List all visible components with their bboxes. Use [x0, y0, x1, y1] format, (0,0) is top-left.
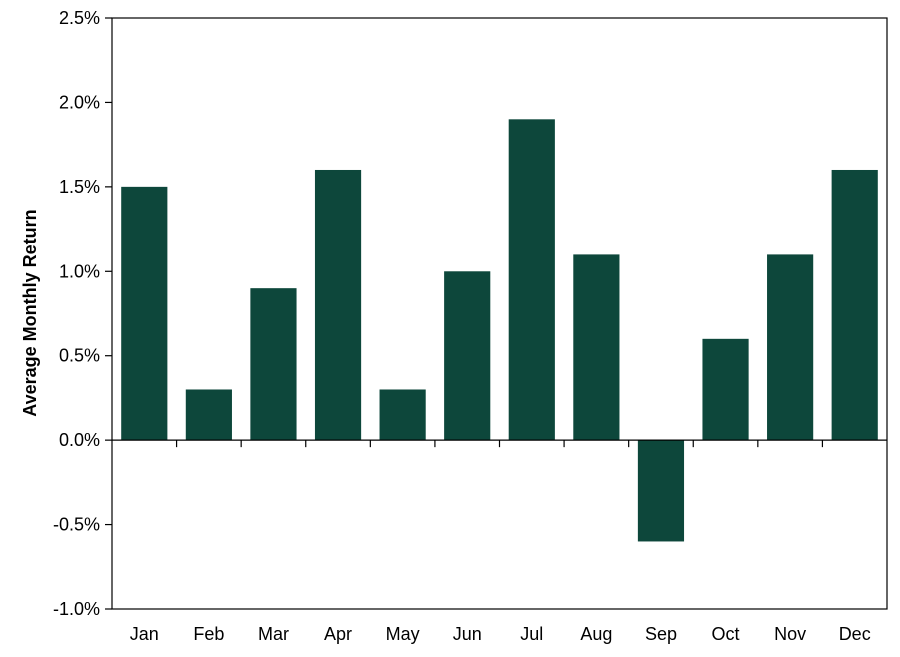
x-axis: Jan Feb Mar Apr May Jun Jul Aug Sep Oct Nov Dec	[112, 439, 887, 644]
x-tick-label: Sep	[645, 624, 677, 644]
x-tick-label: Oct	[712, 624, 740, 644]
bar-jul	[508, 119, 555, 441]
x-tick-label: Dec	[839, 624, 871, 644]
y-tick-label: 1.5%	[59, 177, 100, 197]
x-tick-label: May	[386, 624, 420, 644]
bar-aug	[573, 254, 620, 441]
plot-frame	[111, 17, 888, 610]
x-tick-label: Jun	[453, 624, 482, 644]
y-tick-label: 1.0%	[59, 261, 100, 281]
x-tick-label: Jan	[130, 624, 159, 644]
x-tick-label: Jul	[520, 624, 543, 644]
y-axis-title: Average Monthly Return	[20, 209, 40, 416]
bar-oct	[702, 338, 749, 441]
x-tick-label: Apr	[324, 624, 352, 644]
bar-jan	[121, 186, 168, 441]
x-tick-label: Mar	[258, 624, 289, 644]
bar-jun	[444, 271, 491, 441]
x-tick-label: Nov	[774, 624, 806, 644]
x-tick-label: Aug	[580, 624, 612, 644]
y-tick-label: -1.0%	[53, 599, 100, 619]
bar-apr	[314, 169, 362, 441]
bars-layer	[121, 119, 878, 542]
bar-feb	[185, 389, 232, 441]
y-tick-label: 0.0%	[59, 430, 100, 450]
y-axis: 2.5% 2.0% 1.5% 1.0% 0.5% 0.0% -0.5% -1.0%	[53, 8, 112, 619]
bar-mar	[250, 288, 297, 441]
y-tick-label: 0.5%	[59, 346, 100, 366]
y-tick-label: 2.0%	[59, 92, 100, 112]
bar-dec	[831, 169, 878, 441]
bar-sep	[637, 440, 685, 542]
x-tick-label: Feb	[193, 624, 224, 644]
y-tick-label: 2.5%	[59, 8, 100, 28]
y-tick-label: -0.5%	[53, 515, 100, 535]
bar-nov	[767, 254, 814, 441]
bar-may	[379, 389, 426, 441]
